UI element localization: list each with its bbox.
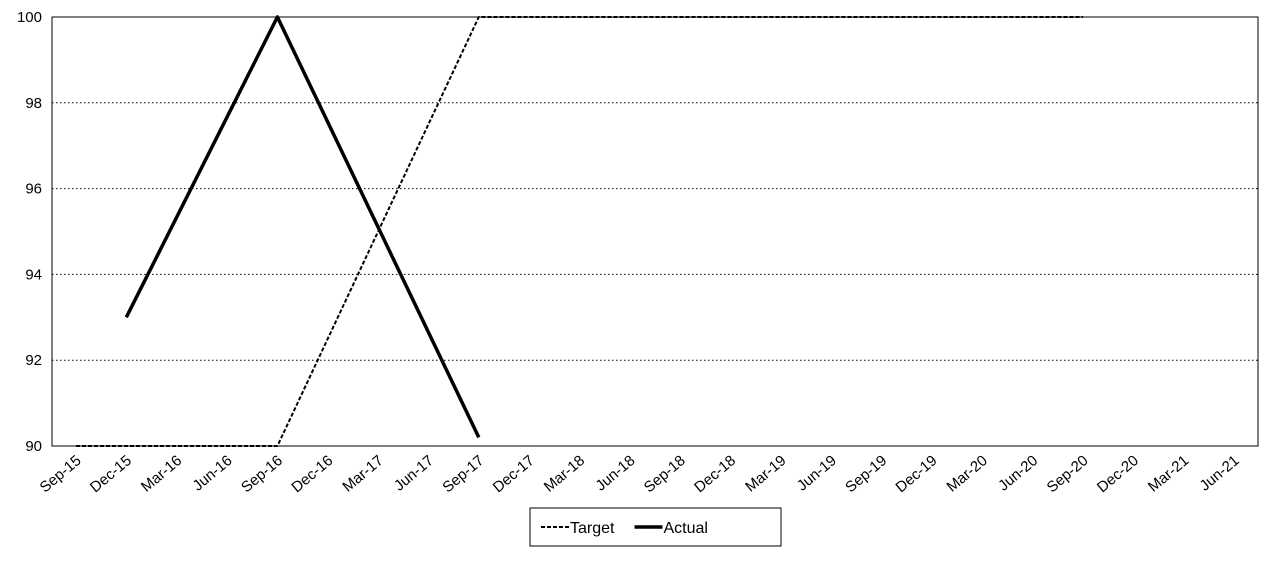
x-tick-label: Dec-15: [87, 452, 135, 496]
x-tick-label: Jun-20: [995, 452, 1041, 495]
x-tick-label: Sep-20: [1044, 452, 1092, 496]
y-tick-label: 90: [25, 438, 42, 455]
x-tick-label: Sep-17: [439, 452, 487, 496]
y-tick-label: 94: [25, 266, 42, 283]
x-tick-label: Mar-16: [138, 452, 185, 496]
y-tick-label: 100: [17, 9, 42, 26]
x-tick-label: Mar-19: [742, 452, 789, 496]
x-tick-label: Mar-20: [944, 452, 991, 496]
gridlines: [52, 16, 1258, 361]
x-tick-label: Dec-18: [691, 452, 739, 496]
series-line-actual: [124, 15, 481, 439]
x-tick-label: Jun-19: [794, 452, 840, 495]
series-line-target: [76, 16, 1083, 447]
series-lines: [76, 15, 1083, 447]
x-tick-label: Sep-18: [641, 452, 689, 496]
x-tick-label: Sep-15: [37, 452, 85, 496]
x-tick-label: Mar-21: [1145, 452, 1192, 496]
x-tick-label: Jun-16: [190, 452, 236, 495]
legend-label-actual: Actual: [663, 520, 707, 537]
x-tick-label: Mar-17: [339, 452, 386, 496]
y-tick-label: 92: [25, 352, 42, 369]
y-tick-label: 98: [25, 95, 42, 112]
x-tick-label: Dec-17: [490, 452, 538, 496]
x-tick-label: Dec-20: [1094, 452, 1142, 496]
plot-frame: [51, 16, 1259, 447]
x-tick-label: Jun-17: [391, 452, 437, 495]
x-tick-label: Dec-16: [288, 452, 336, 496]
x-tick-label: Jun-21: [1197, 452, 1243, 495]
y-tick-label: 96: [25, 181, 42, 198]
x-tick-label: Sep-19: [842, 452, 890, 496]
x-tick-label: Dec-19: [893, 452, 941, 496]
x-tick-label: Jun-18: [592, 452, 638, 495]
x-tick-label: Mar-18: [541, 452, 588, 496]
x-tick-label: Sep-16: [238, 452, 286, 496]
legend-label-target: Target: [570, 520, 615, 537]
legend: Target Actual: [529, 507, 782, 547]
